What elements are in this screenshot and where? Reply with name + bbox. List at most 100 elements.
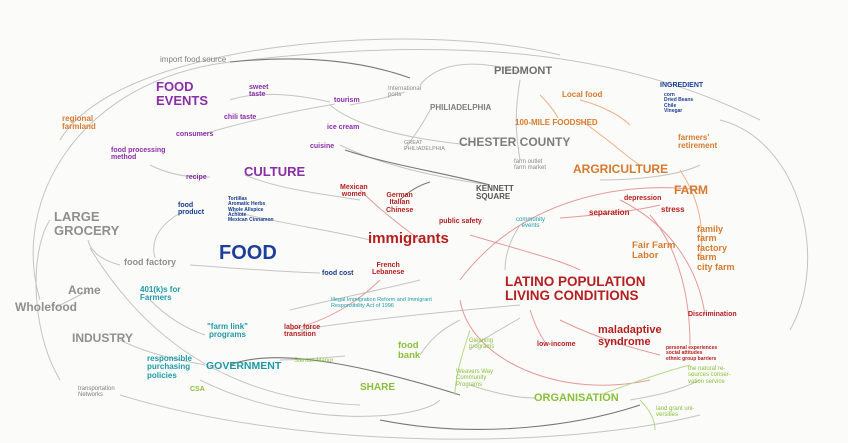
link-arc: [579, 119, 641, 166]
node-agriculture: ARGRICULTURE: [573, 162, 669, 176]
link-arc: [54, 289, 91, 309]
node-csa: CSA: [190, 386, 205, 393]
link-arc: [89, 247, 361, 406]
node-great-philadelphia: GREAT PHILIADELPHIA: [404, 140, 445, 152]
node-labor-force-transition: labor force transition: [284, 324, 321, 339]
node-tortillas-list: Tortillas Aromatic Herbs Whole Allspice …: [228, 196, 274, 223]
link-arc: [119, 394, 701, 440]
node-tourism: tourism: [334, 97, 360, 104]
node-sweet-taste: sweet taste: [249, 84, 269, 99]
node-separation: separation: [589, 208, 630, 217]
node-low-income: low-income: [537, 341, 576, 348]
link-arc: [629, 379, 701, 401]
node-industry: INDUSTRY: [72, 331, 133, 345]
link-arc: [199, 103, 336, 136]
node-ingredient: INGREDIENT: [660, 82, 704, 89]
node-farm: FARM: [674, 183, 708, 197]
node-regional-farmland: regional farmland: [62, 114, 96, 132]
node-depression: depression: [624, 195, 662, 202]
node-personal-experiences: personal experiences social attitudes et…: [666, 345, 718, 362]
link-arc: [199, 379, 441, 417]
link-arc: [279, 355, 346, 361]
link-arc: [149, 164, 211, 178]
node-chester-county: CHESTER COUNTY: [459, 135, 571, 149]
link-arc: [719, 119, 809, 331]
link-arc: [359, 189, 421, 241]
link-arc: [639, 399, 656, 431]
node-responsible-purchasing: responsible purchasing policies: [147, 354, 192, 380]
node-stenton-manor: Stenton Manor: [294, 358, 334, 364]
node-latino-population: LATINO POPULATION LIVING CONDITIONS: [505, 274, 646, 304]
node-organisation: ORGANISATION: [534, 392, 619, 404]
node-family-farm: family farm factory farm city farm: [697, 224, 735, 272]
node-large-grocery: LARGE GROCERY: [54, 209, 120, 238]
link-arc: [153, 212, 181, 259]
link-arc: [189, 264, 321, 274]
node-stress: stress: [661, 205, 685, 214]
node-transportation-networks: transportation Networks: [78, 386, 115, 399]
link-arc: [599, 364, 691, 396]
node-farmers-retirement: farmers' retirement: [678, 133, 718, 151]
node-illegal-immigration-act: Illegal Immigration Reform and Immigrant…: [331, 297, 432, 309]
node-food-events: FOOD EVENTS: [156, 79, 209, 108]
node-public-safety: public safety: [439, 218, 482, 225]
link-arc: [229, 58, 411, 79]
node-cuisine: cuisine: [310, 143, 335, 150]
link-arc: [504, 224, 521, 271]
link-arc: [119, 339, 206, 366]
node-maladaptive-syndrome: maladaptive syndrome: [598, 324, 662, 348]
link-arc: [559, 319, 661, 356]
link-arc: [229, 48, 761, 121]
node-food: FOOD: [219, 242, 277, 264]
node-ice-cream: ice cream: [327, 124, 360, 131]
link-arc: [459, 299, 651, 386]
node-food-factory: food factory: [124, 257, 177, 267]
link-arc: [459, 187, 701, 281]
node-french-lebanese: French Lebanese: [372, 262, 405, 277]
node-import-food-source: import food source: [160, 55, 227, 64]
link-arc: [229, 93, 331, 103]
link-arc: [539, 94, 559, 119]
link-arc: [469, 384, 536, 399]
node-acme: Acme: [68, 283, 101, 297]
link-arc: [469, 317, 521, 351]
link-arc: [379, 404, 641, 430]
node-discrimination: Discrimination: [688, 311, 737, 318]
node-consumers: consumers: [176, 131, 214, 138]
node-culture: CULTURE: [244, 164, 306, 179]
node-weavers-way: Weavers Way Community Programs: [456, 369, 494, 388]
node-401k-for-farmers: 401(k)s for Farmers: [140, 285, 181, 303]
link-arc: [35, 219, 61, 381]
node-fair-farm-labor: Fair Farm Labor: [632, 240, 676, 261]
link-arc: [229, 357, 461, 396]
link-arc: [32, 61, 231, 301]
link-arc: [399, 181, 431, 201]
node-german-italian-chinese: German Italian Chinese: [386, 192, 414, 214]
link-arc: [559, 204, 661, 219]
link-arc: [329, 104, 471, 146]
node-immigrants: immigrants: [368, 230, 449, 247]
link-arc: [599, 164, 701, 181]
node-local-food: Local food: [562, 90, 603, 99]
link-arc: [299, 304, 521, 331]
link-arc: [579, 99, 631, 126]
node-international-ports: International ports: [388, 86, 422, 99]
link-arc: [87, 239, 121, 266]
link-arc: [469, 234, 581, 271]
link-arc: [454, 329, 471, 396]
link-arc: [529, 309, 546, 343]
link-arc: [649, 214, 691, 346]
node-kennett-square: KENNETT SQUARE: [476, 184, 514, 202]
node-community-events: community events: [516, 217, 546, 230]
link-arc: [344, 149, 491, 186]
node-farm-outlet: farm outlet farm market: [514, 159, 547, 172]
node-food-product: food product: [178, 202, 205, 217]
node-government: GOVERNMENT: [206, 360, 282, 372]
node-farm-link-programs: "farm link" programs: [207, 322, 248, 340]
node-land-grant-universities: land grant uni- versities: [656, 406, 695, 419]
node-ingredient-list: corn Dried Beans Chile Vinegar: [664, 92, 694, 114]
link-arc: [679, 169, 703, 261]
node-food-bank: food bank: [398, 340, 421, 361]
